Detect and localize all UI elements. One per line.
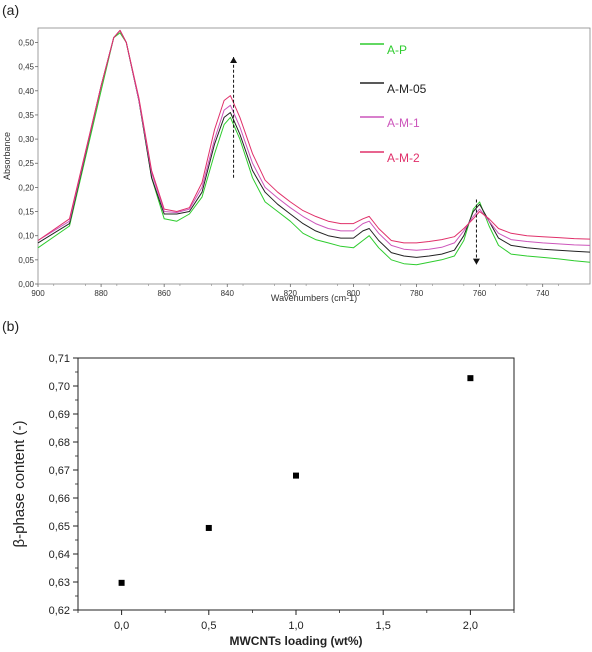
x-tick-label: 760: [473, 289, 487, 298]
beta-x-axis-title: MWCNTs loading (wt%): [229, 634, 362, 648]
x-tick-label: 800: [347, 289, 361, 298]
legend-label-a-p: A-P: [387, 43, 407, 57]
beta-series-group: [118, 375, 474, 586]
spectrum-x-axis-title: Wavenumbers (cm-1): [271, 293, 357, 303]
y-tick-label: 0,40: [18, 87, 34, 96]
beta-phase-chart: 0,0 0,5 1,0 1,5 2,0 0,62 0,63 0,64 0,65 0,66 0,67…: [11, 353, 515, 648]
x-tick-label: 820: [284, 289, 298, 298]
spectrum-series-a-m-2: [37, 29, 591, 244]
x-tick-label: 880: [94, 289, 108, 298]
data-point: [467, 375, 474, 382]
x-tick-label: 0,5: [201, 620, 216, 632]
y-tick-label: 0,70: [49, 381, 70, 393]
arrow-down-icon: [472, 258, 480, 265]
spectrum-arrows: [230, 56, 480, 265]
spectrum-legend: A-P A-M-05 A-M-1 A-M-2: [360, 43, 427, 165]
y-tick-label: 0,45: [18, 63, 34, 72]
y-tick-label: 0,35: [18, 111, 34, 120]
beta-x-ticks: 0,0 0,5 1,0 1,5 2,0: [77, 610, 515, 632]
y-tick-label: 0,71: [49, 353, 70, 365]
legend-label-a-m-1: A-M-1: [387, 116, 420, 130]
spectrum-chart: 900 880 860 840 820 800 780 760 740 0,00 0,05 0,10…: [2, 27, 591, 303]
y-tick-label: 0,69: [49, 409, 70, 421]
x-tick-label: 1,0: [288, 620, 303, 632]
beta-plot-frame: [77, 357, 515, 611]
y-tick-label: 0,15: [18, 208, 34, 217]
spectrum-plot-frame: [37, 27, 591, 285]
x-tick-label: 740: [536, 289, 550, 298]
arrow-up-icon: [230, 56, 238, 63]
y-tick-label: 0,68: [49, 437, 70, 449]
data-point: [293, 472, 299, 479]
x-tick-label: 900: [31, 289, 45, 298]
y-tick-label: 0,05: [18, 256, 34, 265]
x-tick-label: 0,0: [114, 620, 129, 632]
legend-label-a-m-2: A-M-2: [387, 151, 420, 165]
x-tick-label: 780: [410, 289, 424, 298]
data-point: [205, 524, 212, 531]
spectrum-x-ticks: 900 880 860 840 820 800 780 760 740: [31, 284, 559, 298]
y-tick-label: 0,20: [18, 183, 34, 192]
x-tick-label: 860: [157, 289, 171, 298]
spectrum-series-a-m-1: [37, 29, 591, 251]
beta-y-ticks: 0,62 0,63 0,64 0,65 0,66 0,67 0,68 0,69 0,70 0,71: [49, 353, 78, 617]
spectrum-series-a-m-05: [37, 29, 591, 258]
y-tick-label: 0,65: [49, 521, 70, 533]
y-tick-label: 0,25: [18, 159, 34, 168]
y-tick-label: 0,64: [49, 549, 70, 561]
y-tick-label: 0,10: [18, 232, 34, 241]
spectrum-y-axis-title: Absorbance: [2, 132, 12, 180]
x-tick-label: 840: [221, 289, 235, 298]
data-point: [118, 579, 125, 586]
panel-label-a: (a): [2, 2, 19, 18]
beta-y-axis-title: β-phase content (-): [11, 420, 28, 547]
spectrum-y-ticks: 0,00 0,05 0,10 0,15 0,20 0,25 0,30 0,35 0,40 0,45…: [18, 38, 38, 289]
y-tick-label: 0,62: [49, 605, 70, 617]
y-tick-label: 0,67: [49, 465, 70, 477]
y-tick-label: 0,00: [18, 280, 34, 289]
legend-label-a-m-05: A-M-05: [387, 82, 427, 96]
y-tick-label: 0,30: [18, 135, 34, 144]
x-tick-label: 2,0: [463, 620, 478, 632]
x-tick-label: 1,5: [376, 620, 391, 632]
panel-label-b: (b): [2, 318, 19, 334]
y-tick-label: 0,63: [49, 577, 70, 589]
spectrum-series-group: [37, 29, 591, 266]
y-tick-label: 0,50: [18, 38, 34, 47]
y-tick-label: 0,66: [49, 493, 70, 505]
